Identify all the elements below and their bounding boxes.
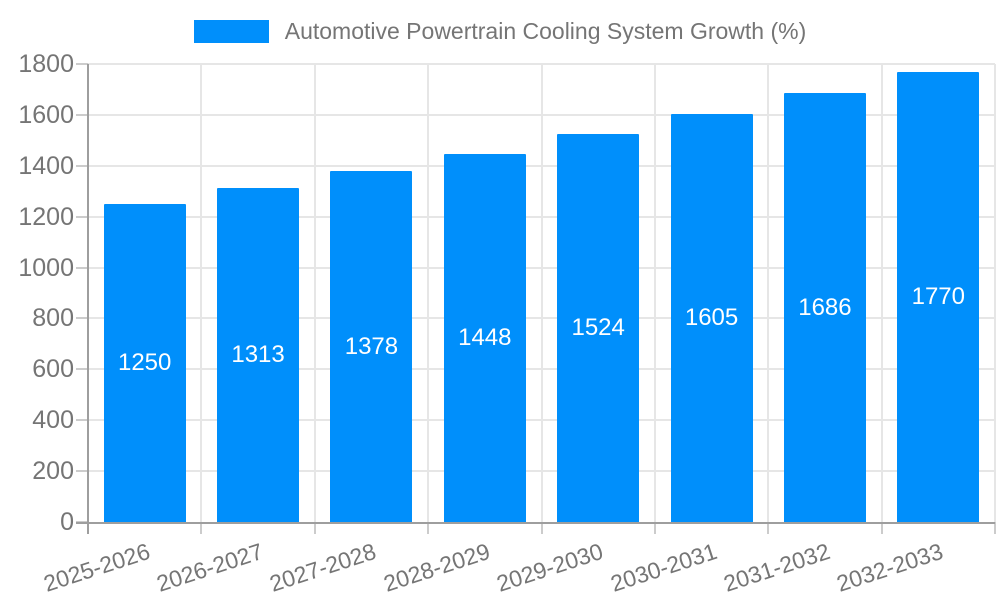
- bar-value-label: 1313: [231, 340, 285, 368]
- y-tick-label: 0: [60, 508, 74, 536]
- x-axis-tick: [427, 522, 430, 534]
- bar-value-label: 1448: [458, 323, 512, 351]
- x-tick-label: 2026-2027: [153, 538, 267, 597]
- x-tick-label: 2029-2030: [493, 538, 607, 597]
- x-tick-label: 2025-2026: [40, 538, 153, 597]
- x-axis-tick: [767, 522, 770, 534]
- y-tick-label: 400: [32, 406, 74, 435]
- bar-value-label: 1524: [571, 314, 625, 342]
- bar-value-label: 1250: [117, 348, 172, 376]
- y-tick-label: 1000: [18, 253, 74, 282]
- v-gridline: [653, 64, 656, 522]
- bar-value-label: 1605: [684, 303, 739, 331]
- bar[interactable]: [670, 113, 753, 522]
- x-tick-label: 2031-2032: [720, 538, 833, 597]
- y-axis-tick: [76, 113, 88, 116]
- legend-label: Automotive Powertrain Cooling System Gro…: [284, 18, 807, 44]
- bar-value-label: 1378: [344, 332, 399, 360]
- y-tick-label: 1800: [18, 50, 74, 78]
- bar[interactable]: [103, 203, 186, 522]
- y-axis-tick: [76, 215, 88, 218]
- y-axis-tick: [76, 164, 88, 167]
- chart-legend[interactable]: Automotive Powertrain Cooling System Gro…: [0, 14, 1000, 48]
- v-gridline: [200, 64, 203, 522]
- y-axis-tick: [76, 419, 88, 422]
- legend-swatch-icon: [193, 19, 269, 43]
- x-axis-tick: [880, 522, 883, 534]
- y-axis-tick: [76, 368, 88, 371]
- y-tick-label: 800: [32, 304, 74, 333]
- y-tick-label: 200: [32, 457, 74, 486]
- x-axis-tick: [313, 522, 316, 534]
- bar[interactable]: [897, 71, 980, 522]
- v-gridline: [540, 64, 543, 522]
- y-axis-line: [87, 64, 89, 534]
- y-tick-label: 1200: [18, 202, 74, 231]
- bar[interactable]: [557, 134, 640, 522]
- y-axis-tick: [76, 63, 88, 65]
- y-axis-tick: [76, 266, 88, 269]
- bar[interactable]: [217, 187, 300, 522]
- x-tick-label: 2032-2033: [833, 538, 947, 597]
- y-tick-label: 600: [32, 355, 74, 384]
- y-tick-label: 1600: [18, 100, 74, 129]
- x-axis-line: [76, 522, 995, 524]
- x-tick-label: 2028-2029: [380, 538, 493, 597]
- y-axis-tick: [76, 470, 88, 473]
- x-axis-tick: [653, 522, 656, 534]
- x-tick-label: 2030-2031: [606, 538, 720, 597]
- bar[interactable]: [783, 93, 866, 522]
- bar[interactable]: [330, 171, 413, 522]
- v-gridline: [994, 64, 996, 522]
- x-axis-tick: [200, 522, 203, 534]
- bar-value-label: 1770: [911, 282, 965, 310]
- bar[interactable]: [443, 153, 526, 522]
- y-axis-tick: [76, 317, 88, 320]
- x-tick-label: 2027-2028: [266, 538, 380, 597]
- v-gridline: [313, 64, 316, 522]
- plot-area: 1250 1313 1378 1448 1524 1605 1686 1770: [76, 63, 996, 534]
- v-gridline: [427, 64, 430, 522]
- x-axis-tick: [994, 522, 996, 534]
- v-gridline: [767, 64, 770, 522]
- y-tick-label: 1400: [18, 151, 74, 180]
- v-gridline: [880, 64, 883, 522]
- x-axis-tick: [540, 522, 543, 534]
- bar-value-label: 1686: [798, 293, 852, 321]
